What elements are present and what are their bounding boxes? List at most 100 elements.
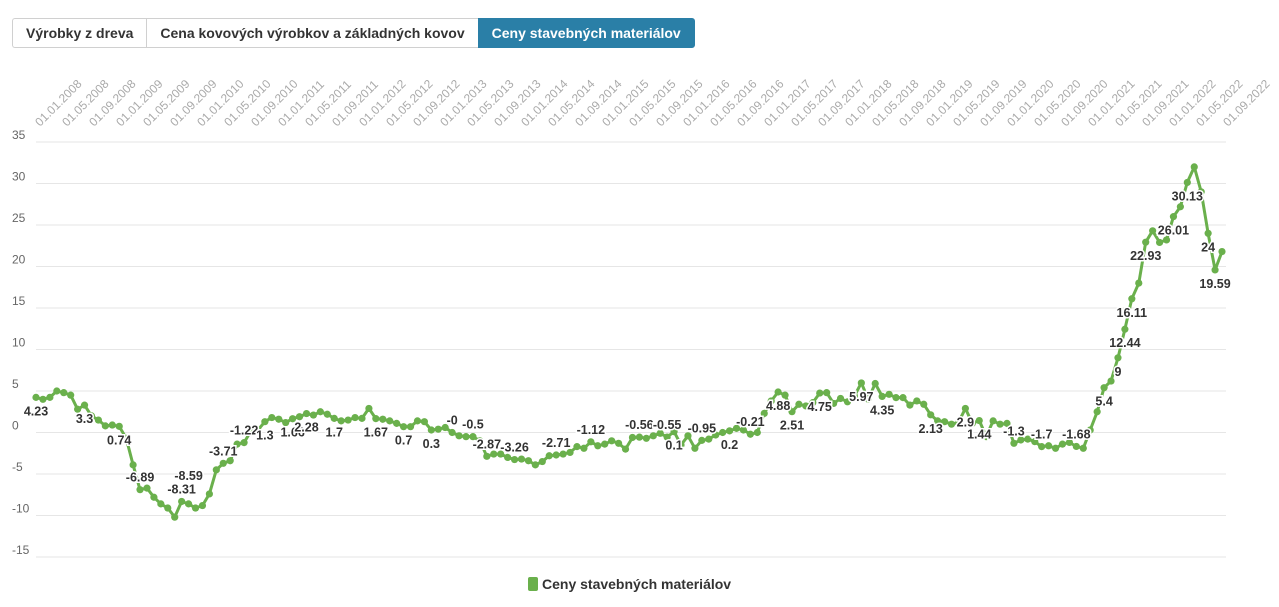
data-point [719, 428, 727, 437]
data-point [205, 490, 213, 498]
data-point [393, 419, 401, 427]
data-point [614, 439, 623, 447]
data-label: 4.23 [24, 404, 48, 418]
data-point [649, 432, 657, 440]
data-point [337, 417, 345, 425]
data-label: -2.71 [542, 436, 571, 450]
data-point [878, 392, 886, 400]
data-point [434, 425, 442, 433]
data-point [830, 399, 838, 408]
data-label: 4.35 [870, 403, 894, 417]
data-label: -1.22 [230, 424, 259, 438]
data-point [732, 424, 741, 432]
data-point [330, 414, 338, 422]
data-point [39, 395, 47, 403]
data-point [517, 455, 526, 463]
data-point [282, 418, 290, 427]
data-point [531, 461, 539, 469]
data-point [122, 434, 130, 442]
data-point [164, 504, 172, 512]
data-point [504, 453, 512, 461]
data-point [899, 394, 907, 402]
data-point [53, 387, 61, 395]
data-point [608, 437, 616, 445]
data-point [1135, 279, 1143, 287]
data-point [74, 405, 82, 413]
data-point [115, 422, 123, 430]
data-point [559, 450, 567, 458]
y-tick-label: 5 [12, 377, 19, 391]
data-point [594, 442, 602, 450]
data-label: 1.66 [280, 426, 304, 440]
data-point [455, 432, 463, 440]
data-point [1169, 213, 1178, 221]
data-label: 19.59 [1199, 277, 1230, 291]
data-label: 0.2 [721, 438, 738, 452]
data-point [316, 408, 324, 416]
data-point [420, 418, 428, 426]
data-point [712, 431, 720, 439]
data-point [1197, 188, 1205, 196]
data-point [677, 441, 685, 449]
data-point [684, 432, 692, 440]
data-point [358, 414, 366, 422]
data-point [295, 413, 304, 421]
tab-bar: Výrobky z dreva Cena kovových výrobkov a… [12, 18, 695, 48]
data-point [892, 394, 900, 402]
data-point [448, 428, 456, 437]
data-point [94, 416, 103, 424]
data-point [788, 408, 796, 416]
data-point [212, 466, 220, 474]
data-point [802, 402, 810, 410]
data-label: 4.88 [766, 399, 790, 413]
data-point [920, 400, 928, 408]
data-point [344, 416, 352, 424]
data-point [1121, 325, 1129, 333]
data-label: -0.55 [653, 418, 682, 432]
data-point [268, 413, 276, 422]
tab-metal-products[interactable]: Cena kovových výrobkov a základných kovo… [146, 18, 478, 48]
data-point [1065, 438, 1074, 447]
chart-legend[interactable]: Ceny stavebných materiálov [528, 576, 731, 592]
data-point [60, 389, 68, 397]
data-label: 3.3 [76, 412, 93, 426]
y-tick-label: -15 [12, 543, 30, 557]
data-label: 1.7 [326, 425, 343, 439]
y-tick-label: -10 [12, 502, 30, 516]
data-point [87, 412, 96, 420]
data-point [441, 423, 449, 432]
y-tick-label: 20 [12, 253, 26, 267]
y-tick-label: 15 [12, 294, 26, 308]
y-tick-label: 10 [12, 336, 26, 350]
data-label: -8.59 [174, 469, 203, 483]
data-label: -3.26 [500, 441, 529, 455]
data-label: -6.89 [126, 471, 155, 485]
data-point [32, 393, 40, 401]
tab-building-materials[interactable]: Ceny stavebných materiálov [477, 18, 695, 48]
data-label: 12.44 [1109, 336, 1140, 350]
data-point [476, 437, 484, 445]
data-point [816, 389, 824, 397]
data-point [379, 415, 387, 423]
data-label: 1.3 [256, 429, 273, 443]
data-point [150, 493, 158, 501]
data-label: -3.71 [209, 444, 238, 458]
data-point [725, 427, 734, 435]
data-point [774, 388, 782, 396]
data-label: 5.4 [1095, 395, 1112, 409]
data-label: -1.7 [1031, 428, 1053, 442]
tab-wood-products[interactable]: Výrobky z dreva [12, 18, 147, 48]
data-label: 0.1 [665, 439, 682, 453]
data-point [275, 415, 283, 423]
data-point [843, 398, 852, 406]
data-point [795, 400, 803, 408]
data-label: -0.95 [688, 421, 717, 435]
data-label: 24 [1201, 240, 1215, 254]
data-point [1155, 238, 1164, 247]
data-label: 1.44 [967, 428, 991, 442]
data-point [1003, 419, 1011, 427]
data-label: 9 [1114, 365, 1121, 379]
data-point [46, 393, 54, 401]
data-point [850, 392, 859, 400]
data-label: 2.9 [957, 415, 974, 429]
